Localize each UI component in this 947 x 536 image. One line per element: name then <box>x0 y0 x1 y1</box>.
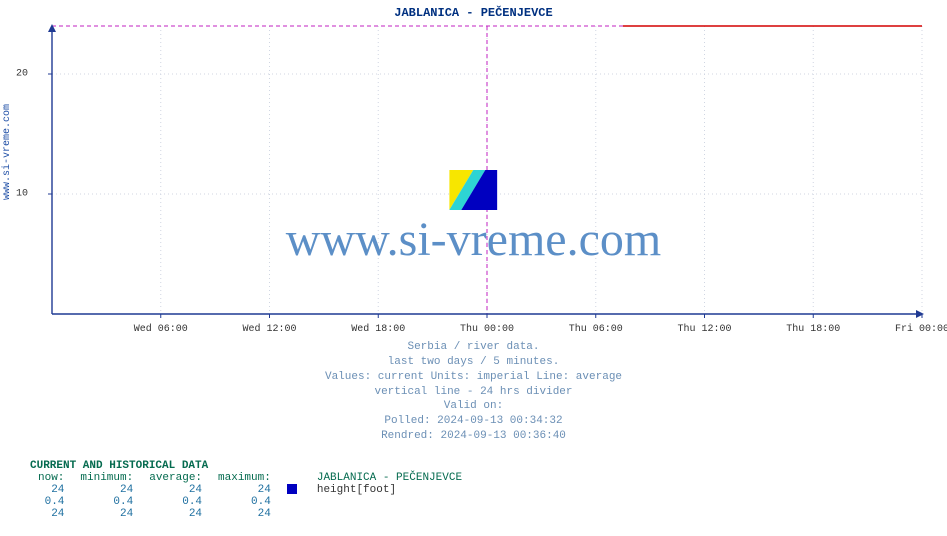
cell: 24 <box>72 484 141 496</box>
cell: 24 <box>210 484 279 496</box>
x-tick-label: Fri 00:00 <box>895 324 947 335</box>
chart-footer: Serbia / river data. last two days / 5 m… <box>0 340 947 444</box>
footer-line: Valid on: <box>0 399 947 414</box>
col-average: average: <box>141 472 210 484</box>
col-maximum: maximum: <box>210 472 279 484</box>
plot-area <box>32 22 932 322</box>
footer-line: Rendred: 2024-09-13 00:36:40 <box>0 429 947 444</box>
cell: 0.4 <box>210 496 279 508</box>
footer-line: vertical line - 24 hrs divider <box>0 385 947 400</box>
cell: 0.4 <box>72 496 141 508</box>
data-section-header: CURRENT AND HISTORICAL DATA <box>30 460 470 472</box>
row-label: height[foot] <box>309 484 470 496</box>
x-tick-label: Thu 00:00 <box>460 324 514 335</box>
table-row: 24 24 24 24 <box>30 508 470 520</box>
table-row: 24 24 24 24 height[foot] <box>30 484 470 496</box>
cell: 24 <box>30 508 72 520</box>
col-minimum: minimum: <box>72 472 141 484</box>
x-tick-label: Thu 18:00 <box>786 324 840 335</box>
footer-line: last two days / 5 minutes. <box>0 355 947 370</box>
footer-line: Polled: 2024-09-13 00:34:32 <box>0 414 947 429</box>
cell: 24 <box>141 508 210 520</box>
cell: 24 <box>30 484 72 496</box>
table-header-row: now: minimum: average: maximum: JABLANIC… <box>30 472 470 484</box>
cell: 24 <box>210 508 279 520</box>
x-tick-label: Thu 12:00 <box>677 324 731 335</box>
x-tick-label: Wed 06:00 <box>134 324 188 335</box>
station-header: JABLANICA - PEČENJEVCE <box>309 472 470 484</box>
ylabel-left: www.si-vreme.com <box>2 104 13 200</box>
cell: 24 <box>141 484 210 496</box>
footer-line: Serbia / river data. <box>0 340 947 355</box>
chart-title: JABLANICA - PEČENJEVCE <box>0 6 947 20</box>
cell: 0.4 <box>30 496 72 508</box>
data-table: now: minimum: average: maximum: JABLANIC… <box>30 472 470 520</box>
x-tick-label: Wed 18:00 <box>351 324 405 335</box>
x-tick-label: Wed 12:00 <box>242 324 296 335</box>
footer-line: Values: current Units: imperial Line: av… <box>0 370 947 385</box>
x-tick-label: Thu 06:00 <box>569 324 623 335</box>
row-label <box>309 496 470 508</box>
row-label <box>309 508 470 520</box>
col-now: now: <box>30 472 72 484</box>
legend-swatch-icon <box>287 484 297 494</box>
data-section: CURRENT AND HISTORICAL DATA now: minimum… <box>30 460 470 520</box>
y-tick-label: 10 <box>2 189 28 200</box>
table-row: 0.4 0.4 0.4 0.4 <box>30 496 470 508</box>
cell: 24 <box>72 508 141 520</box>
y-tick-label: 20 <box>2 69 28 80</box>
cell: 0.4 <box>141 496 210 508</box>
